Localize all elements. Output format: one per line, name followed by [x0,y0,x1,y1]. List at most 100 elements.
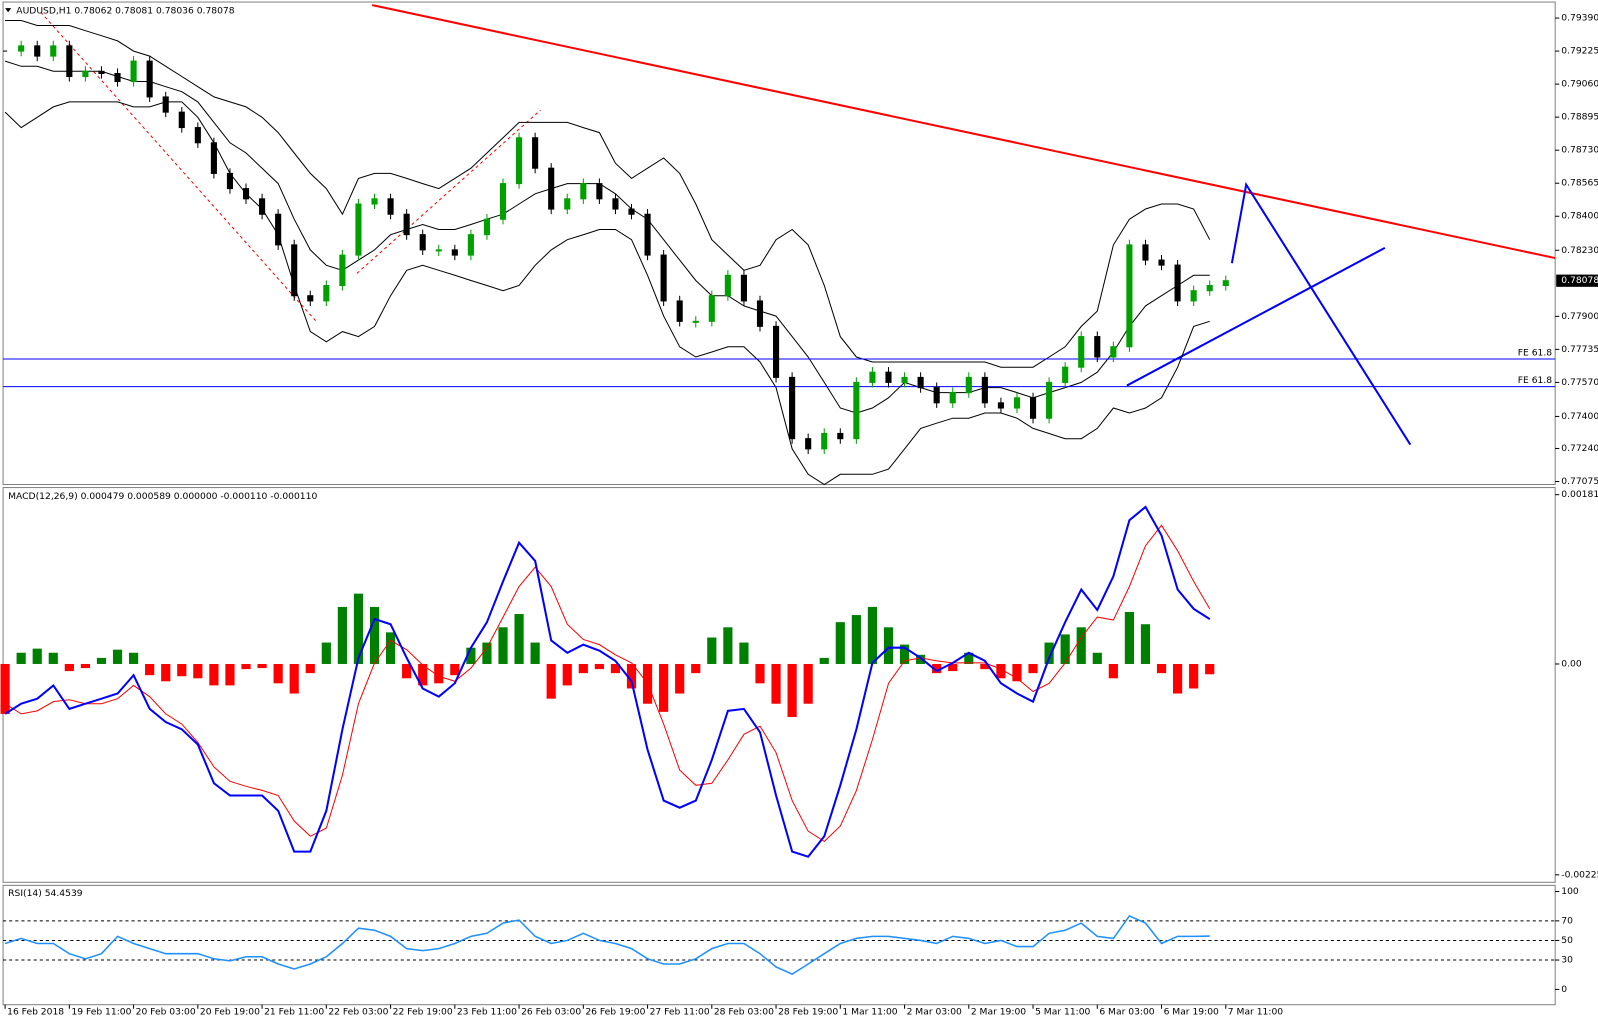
bollinger-band [4,101,1210,486]
y-tick-label: 0.77240 [1561,443,1598,454]
candle [307,295,314,302]
candle [708,295,715,322]
candle [162,96,169,113]
candle [387,198,394,215]
y-tick-label: 0.78730 [1561,145,1598,156]
candle [194,127,201,144]
candle [917,376,924,389]
candle [226,172,234,190]
histogram-bar [434,663,444,684]
candle [821,432,828,450]
histogram-bar [353,593,364,664]
y-tick-label: 0.00181 [1561,489,1598,500]
histogram-bar [337,606,347,664]
x-tick-label: 21 Feb 11:00 [264,1006,324,1017]
x-tick-label: 22 Feb 03:00 [328,1006,388,1017]
x-tick-label: 26 Feb 19:00 [585,1006,645,1017]
histogram-bar [0,663,10,714]
candle [981,376,988,404]
candle [403,213,410,236]
histogram-bar [321,642,331,664]
histogram-bar [209,663,219,686]
y-tick-label: 0.78400 [1561,211,1598,222]
projection-line [1230,181,1412,446]
x-tick-label: 28 Feb 19:00 [778,1006,838,1017]
candle [772,325,780,378]
candle [66,45,73,78]
rsi-line [4,915,1210,975]
x-tick-label: 20 Feb 03:00 [136,1006,196,1017]
candle [853,381,860,440]
candle [805,438,812,450]
y-tick-label: -0.002254 [1561,869,1598,880]
candle [933,387,940,404]
candle [419,234,426,251]
histogram-bar [707,637,717,664]
candle [1174,264,1181,302]
y-tick-label: 0.78230 [1561,245,1598,256]
y-tick-label: 0.79225 [1561,46,1598,57]
histogram-bar [514,614,524,664]
candle [516,137,523,185]
candle [355,203,362,256]
histogram-bar [610,663,621,674]
histogram-bar [482,642,492,664]
candle [628,208,635,215]
candle [740,274,747,302]
histogram-bar [1205,663,1215,675]
histogram-bar [530,642,540,664]
histogram-bar [739,642,749,664]
rsi-panel [2,884,1556,1006]
histogram-bar [450,663,460,676]
candle [644,213,651,256]
histogram-bar [723,627,733,664]
candle [178,111,185,129]
histogram-bar [305,663,315,674]
histogram-bar [1156,663,1167,674]
histogram-bar [578,663,588,674]
y-tick-label: 0.77900 [1561,311,1598,322]
x-tick-label: 5 Mar 11:00 [1035,1006,1090,1017]
histogram-bar [867,606,878,664]
y-tick-label: 0.79390 [1561,13,1598,24]
candle [1094,336,1101,358]
candle [997,402,1004,409]
histogram-bar [1124,611,1134,664]
x-tick-label: 23 Feb 11:00 [457,1006,517,1017]
y-tick-label: 50 [1561,935,1573,946]
candle [1126,244,1133,348]
histogram-bar [161,663,171,682]
histogram-bar [948,663,958,672]
histogram-bar [883,627,894,664]
candle [130,60,137,83]
histogram-bar [385,632,396,664]
candle [467,234,474,256]
histogram-bar [771,663,781,704]
histogram-bar [835,622,845,664]
trend-line [372,4,1556,260]
candle [18,45,25,52]
candle [98,70,105,75]
x-tick-label: 6 Mar 03:00 [1099,1006,1154,1017]
y-tick-label: 0.00 [1561,658,1582,669]
histogram-bar [402,663,412,679]
candle [1158,259,1165,266]
histogram-bar [1060,634,1070,664]
histogram-bar [594,663,604,670]
histogram-bar [691,663,701,674]
candle [1029,397,1037,419]
candle [242,188,250,200]
bollinger-band [5,19,1211,368]
channel-line [40,11,317,322]
candle [50,45,57,57]
y-tick-label: 30 [1561,955,1573,966]
histogram-bar [1140,624,1151,664]
candle [789,376,796,440]
candle [451,249,458,256]
candle [435,249,442,252]
histogram-bar [626,663,637,689]
histogram-bar [1173,663,1183,694]
